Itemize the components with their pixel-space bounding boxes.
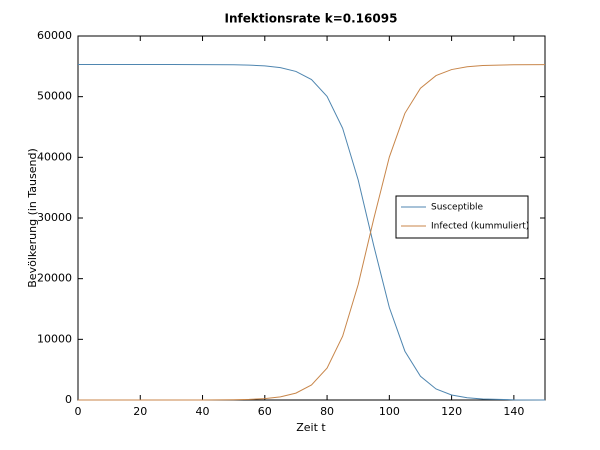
legend-label: Infected (kummuliert) bbox=[431, 222, 529, 232]
x-tick-label: 120 bbox=[441, 405, 462, 418]
x-tick-label: 40 bbox=[196, 405, 210, 418]
series-line bbox=[78, 64, 546, 401]
y-tick-label: 0 bbox=[65, 393, 72, 406]
y-tick-label: 20000 bbox=[37, 272, 72, 285]
plot-frame bbox=[77, 35, 546, 401]
y-tick-label: 30000 bbox=[37, 211, 72, 224]
y-tick-label: 40000 bbox=[37, 150, 72, 163]
x-tick-label: 100 bbox=[379, 405, 400, 418]
y-tick-label: 50000 bbox=[37, 90, 72, 103]
legend-label: Susceptible bbox=[431, 203, 484, 213]
x-tick-label: 20 bbox=[133, 405, 147, 418]
y-tick-label: 10000 bbox=[37, 332, 72, 345]
x-axis-label: Zeit t bbox=[296, 421, 326, 434]
y-tick-label: 60000 bbox=[37, 29, 72, 42]
legend-box bbox=[395, 195, 529, 239]
series-line bbox=[78, 64, 546, 401]
x-tick-label: 140 bbox=[503, 405, 524, 418]
x-tick-label: 0 bbox=[75, 405, 82, 418]
x-tick-label: 60 bbox=[258, 405, 272, 418]
y-axis-label: Bevölkerung (in Tausend) bbox=[26, 148, 39, 287]
x-tick-label: 80 bbox=[320, 405, 334, 418]
chart-title: Infektionsrate k=0.16095 bbox=[225, 12, 398, 26]
